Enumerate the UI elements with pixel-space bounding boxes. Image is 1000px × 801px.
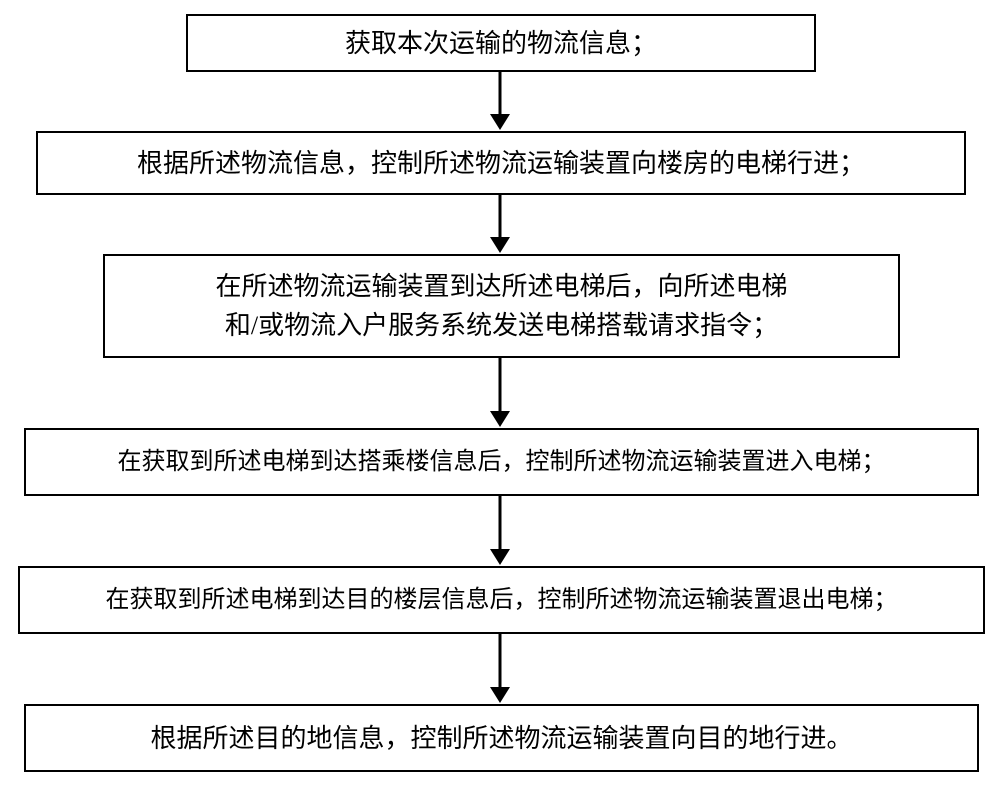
flow-node-6: 根据所述目的地信息，控制所述物流运输装置向目的地行进。: [24, 704, 979, 772]
flow-node-2: 根据所述物流信息，控制所述物流运输装置向楼房的电梯行进；: [36, 131, 966, 195]
arrow-5-line: [499, 634, 502, 687]
arrow-2-line: [499, 195, 502, 237]
flow-node-2-text: 根据所述物流信息，控制所述物流运输装置向楼房的电梯行进；: [137, 144, 865, 183]
arrow-2-head-icon: [490, 237, 510, 253]
flow-node-3: 在所述物流运输装置到达所述电梯后，向所述电梯 和/或物流入户服务系统发送电梯搭载…: [103, 254, 900, 358]
arrow-4-head-icon: [490, 549, 510, 565]
arrow-3-line: [499, 358, 502, 411]
flowchart-canvas: 获取本次运输的物流信息； 根据所述物流信息，控制所述物流运输装置向楼房的电梯行进…: [0, 0, 1000, 801]
arrow-5-head-icon: [490, 687, 510, 703]
flow-node-1-text: 获取本次运输的物流信息；: [345, 24, 657, 63]
flow-node-3-text: 在所述物流运输装置到达所述电梯后，向所述电梯 和/或物流入户服务系统发送电梯搭载…: [215, 267, 787, 345]
flow-node-5-text: 在获取到所述电梯到达目的楼层信息后，控制所述物流运输装置退出电梯；: [106, 582, 898, 618]
arrow-1-line: [499, 72, 502, 114]
arrow-3-head-icon: [490, 411, 510, 427]
arrow-1-head-icon: [490, 114, 510, 130]
flow-node-4-text: 在获取到所述电梯到达搭乘楼信息后，控制所述物流运输装置进入电梯；: [118, 444, 886, 480]
arrow-4-line: [499, 496, 502, 549]
flow-node-6-text: 根据所述目的地信息，控制所述物流运输装置向目的地行进。: [150, 719, 852, 758]
flow-node-4: 在获取到所述电梯到达搭乘楼信息后，控制所述物流运输装置进入电梯；: [24, 428, 979, 496]
flow-node-5: 在获取到所述电梯到达目的楼层信息后，控制所述物流运输装置退出电梯；: [18, 566, 985, 634]
flow-node-1: 获取本次运输的物流信息；: [186, 14, 816, 72]
